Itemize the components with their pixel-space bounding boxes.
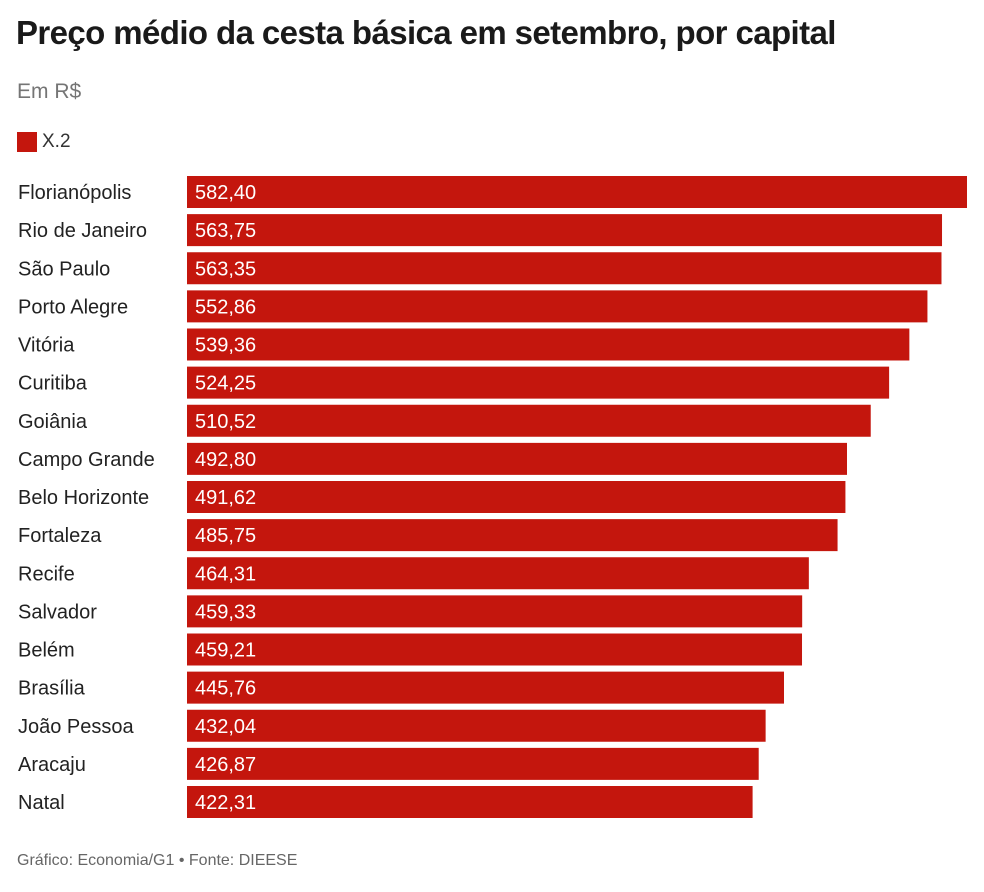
chart-subtitle: Em R$ — [17, 80, 82, 103]
bar — [187, 519, 838, 552]
value-label: 582,40 — [195, 182, 256, 204]
value-label: 491,62 — [195, 487, 256, 509]
bar — [187, 366, 890, 399]
value-label: 552,86 — [195, 296, 256, 318]
value-label: 539,36 — [195, 335, 256, 357]
category-label: Fortaleza — [18, 525, 102, 547]
bar — [187, 442, 847, 475]
category-label: Curitiba — [18, 373, 88, 395]
category-label: Aracaju — [18, 754, 86, 776]
value-label: 422,31 — [195, 792, 256, 814]
legend: X.2 — [17, 131, 71, 153]
value-label: 492,80 — [195, 449, 256, 471]
bar — [187, 176, 967, 208]
chart-source-note: Gráfico: Economia/G1 • Fonte: DIEESE — [17, 852, 298, 869]
category-label: Porto Alegre — [18, 296, 128, 318]
category-label: Vitória — [18, 335, 75, 357]
value-label: 563,35 — [195, 258, 256, 280]
bar — [187, 290, 928, 323]
value-label: 459,33 — [195, 601, 256, 623]
value-label: 464,31 — [195, 563, 256, 585]
category-label: Florianópolis — [18, 182, 131, 204]
bar — [187, 252, 942, 285]
value-label: 445,76 — [195, 678, 256, 700]
value-label: 563,75 — [195, 220, 256, 242]
bar — [187, 404, 871, 437]
bar — [187, 747, 759, 780]
legend-label: X.2 — [42, 131, 71, 152]
category-label: Belém — [18, 640, 75, 662]
value-label: 524,25 — [195, 373, 256, 395]
category-label: Rio de Janeiro — [18, 220, 147, 242]
category-label: Goiânia — [18, 411, 88, 433]
category-label: Brasília — [18, 678, 86, 700]
category-label: Campo Grande — [18, 449, 155, 471]
category-label: Salvador — [18, 601, 97, 623]
category-label: João Pessoa — [18, 716, 135, 738]
bar — [187, 786, 753, 818]
chart-title: Preço médio da cesta básica em setembro,… — [16, 14, 836, 51]
bar — [187, 709, 766, 742]
category-label: Natal — [18, 792, 65, 814]
value-label: 510,52 — [195, 411, 256, 433]
bar — [187, 557, 809, 590]
bar-chart: Florianópolis 582,40 Rio de Janeiro 563,75 S… — [18, 176, 967, 818]
bar — [187, 214, 943, 247]
category-label: Belo Horizonte — [18, 487, 149, 509]
value-label: 426,87 — [195, 754, 256, 776]
legend-swatch — [17, 132, 37, 152]
category-label: Recife — [18, 563, 75, 585]
bar — [187, 633, 803, 666]
value-label: 485,75 — [195, 525, 256, 547]
bar — [187, 481, 846, 513]
value-label: 432,04 — [195, 716, 256, 738]
bar — [187, 671, 784, 704]
value-label: 459,21 — [195, 640, 256, 662]
bar — [187, 328, 910, 361]
category-label: São Paulo — [18, 258, 110, 280]
bar — [187, 595, 803, 628]
